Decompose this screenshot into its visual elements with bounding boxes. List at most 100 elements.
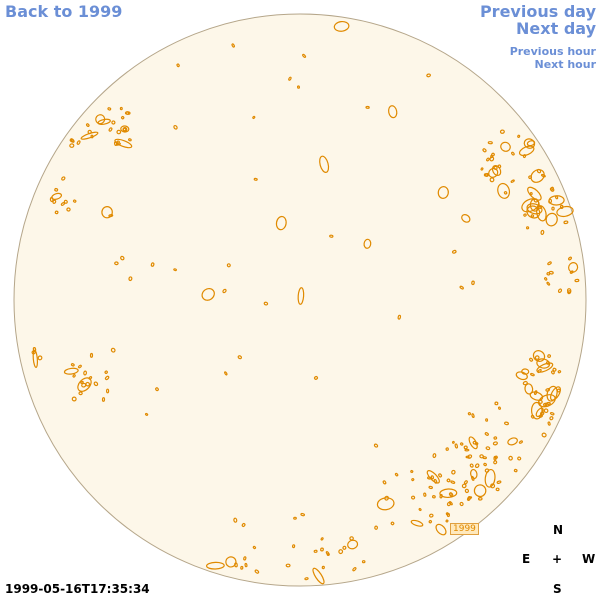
contour-mark <box>540 229 545 235</box>
contour-mark <box>547 354 551 359</box>
contour-mark <box>104 370 108 374</box>
contour-mark <box>155 387 159 392</box>
contour-mark <box>423 492 427 497</box>
contour-mark <box>222 288 227 294</box>
contour-mark <box>430 475 435 480</box>
contour-mark <box>496 480 502 484</box>
contour-mark <box>492 441 498 446</box>
contour-mark <box>312 567 325 585</box>
contour-mark <box>108 214 114 218</box>
contour-mark <box>529 357 534 362</box>
contour-mark <box>428 485 433 490</box>
contour-mark <box>104 375 110 381</box>
year-badge-link[interactable]: 1999 <box>450 523 479 535</box>
contour-mark <box>95 114 106 125</box>
contour-mark <box>313 375 319 380</box>
contour-mark <box>446 478 451 483</box>
contour-mark <box>511 151 515 156</box>
contour-mark <box>493 460 498 465</box>
contour-mark <box>254 569 260 574</box>
next-day-link[interactable]: Next day <box>516 19 596 38</box>
contour-mark <box>119 106 123 111</box>
contour-mark <box>521 198 540 213</box>
contour-mark <box>547 261 552 266</box>
contour-mark <box>518 440 523 444</box>
contour-mark <box>275 215 287 231</box>
contour-mark <box>363 238 372 249</box>
contour-mark <box>329 234 334 238</box>
contour-mark <box>507 437 518 446</box>
contour-mark <box>60 202 65 206</box>
contour-mark <box>85 123 90 127</box>
contour-mark <box>101 397 106 402</box>
contour-mark <box>566 288 572 294</box>
contour-mark <box>410 519 424 527</box>
contour-mark <box>534 355 540 360</box>
contour-mark <box>499 129 505 134</box>
previous-hour-link[interactable]: Previous hour <box>509 45 596 58</box>
contour-mark <box>89 352 94 358</box>
contour-mark <box>538 399 543 404</box>
contour-mark <box>108 127 113 132</box>
contour-mark <box>69 138 74 143</box>
contour-mark <box>352 567 357 572</box>
contour-mark <box>530 169 545 183</box>
contour-mark <box>116 129 122 135</box>
back-to-year-link[interactable]: Back to 1999 <box>5 2 123 21</box>
contour-mark <box>483 462 487 467</box>
contour-mark <box>550 187 555 192</box>
contour-mark <box>482 456 487 460</box>
contour-mark <box>490 483 496 489</box>
contour-mark <box>394 472 399 477</box>
contour-mark <box>233 517 238 523</box>
contour-mark <box>448 492 453 496</box>
contour-mark <box>525 226 530 230</box>
contour-mark <box>122 127 128 133</box>
contour-mark <box>574 278 580 283</box>
contour-mark <box>451 469 456 475</box>
contour-mark <box>32 349 39 368</box>
contour-mark <box>116 140 120 144</box>
contour-mark <box>530 372 535 377</box>
contour-mark <box>80 380 84 384</box>
contour-mark <box>105 388 110 394</box>
contour-mark <box>429 513 434 518</box>
contour-mark <box>537 368 542 374</box>
contour-mark <box>376 497 395 511</box>
contour-mark <box>493 455 497 461</box>
contour-mark <box>555 195 559 200</box>
contour-mark <box>470 468 478 480</box>
contour-mark <box>459 442 464 446</box>
contour-mark <box>77 377 92 392</box>
contour-mark <box>397 314 402 320</box>
contour-mark <box>120 115 125 120</box>
contour-mark <box>464 488 470 494</box>
contour-mark <box>472 440 477 445</box>
contour-mark <box>411 478 415 482</box>
next-hour-link[interactable]: Next hour <box>534 58 597 71</box>
contour-mark <box>361 560 366 564</box>
contour-mark <box>546 281 551 286</box>
contour-mark <box>513 468 518 473</box>
contour-mark <box>252 545 257 550</box>
contour-mark <box>503 191 508 195</box>
contour-mark <box>240 565 244 570</box>
contour-mark <box>150 262 155 267</box>
contour-mark <box>524 383 534 395</box>
contour-mark <box>538 205 542 209</box>
contour-mark <box>510 179 515 183</box>
contour-mark <box>110 347 116 353</box>
contour-mark <box>549 416 554 421</box>
contour-mark <box>497 164 502 169</box>
previous-day-link[interactable]: Previous day <box>479 2 596 21</box>
contour-mark <box>569 270 574 274</box>
contour-mark <box>469 463 474 468</box>
contour-mark <box>563 220 569 225</box>
contour-mark <box>545 212 558 227</box>
contour-mark <box>224 371 228 376</box>
contour-mark <box>144 412 149 416</box>
contour-mark <box>85 381 91 387</box>
contour-mark <box>474 463 480 469</box>
contour-mark <box>231 43 235 48</box>
contour-mark <box>426 73 431 78</box>
